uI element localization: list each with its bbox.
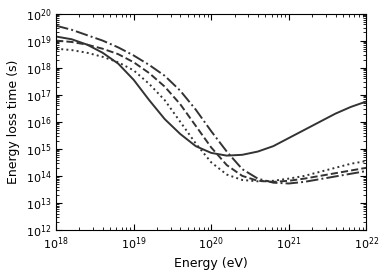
Y-axis label: Energy loss time (s): Energy loss time (s) — [7, 60, 20, 184]
X-axis label: Energy (eV): Energy (eV) — [174, 257, 248, 270]
